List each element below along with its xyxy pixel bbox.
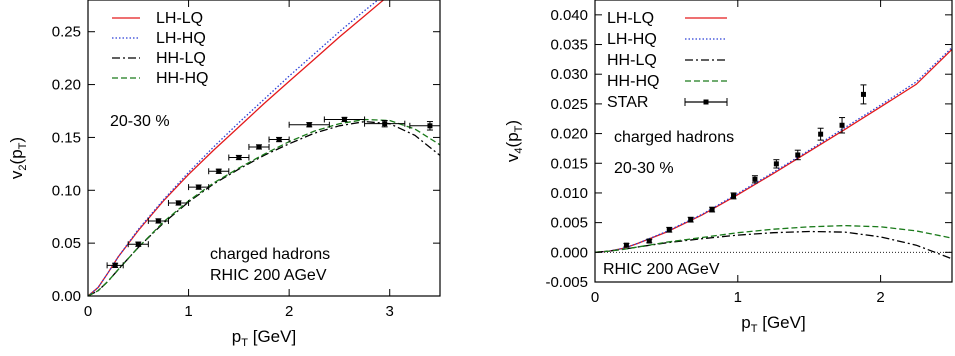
x-tick-label: 2 [285, 303, 293, 320]
annotation: charged hadrons [210, 246, 330, 263]
data-point [839, 122, 845, 128]
data-point [688, 217, 694, 223]
data-point [135, 241, 141, 247]
series-group [88, 0, 440, 296]
legend-label: LH-HQ [156, 30, 206, 47]
data-point [773, 161, 779, 167]
series-group [595, 47, 952, 260]
plot-frame [594, 0, 953, 283]
legend-label: HH-HQ [607, 73, 659, 90]
y-tick-label: 0.05 [52, 235, 81, 252]
data-point [256, 144, 262, 150]
chart-panel-2: 0 1 2 -0.005 0.000 0.005 0.010 0.015 0.020 0.025 0… [503, 0, 953, 335]
series-line-hh-lq [88, 120, 440, 296]
data-point [112, 262, 118, 268]
data-point [276, 137, 282, 143]
y-axis-label: v4(pT) [503, 120, 525, 162]
data-point [196, 184, 202, 190]
data-point [731, 193, 737, 199]
series-line-hh-hq [595, 224, 952, 253]
data-point [818, 131, 824, 137]
legend-label: LH-LQ [607, 10, 654, 27]
data-point [236, 155, 242, 161]
x-tick-label: 0 [591, 289, 599, 306]
legend-marker [703, 99, 709, 105]
data-points [106, 116, 440, 269]
legend-label: STAR [607, 94, 648, 111]
annotation: RHIC 200 AGeV [210, 267, 327, 284]
legend-label: HH-HQ [156, 70, 208, 87]
annotation: 20-30 % [614, 160, 674, 177]
data-point [382, 121, 388, 127]
y-axis-label: v2(pT) [7, 137, 29, 179]
legend-label: HH-LQ [156, 50, 206, 67]
data-point [216, 168, 222, 174]
legend: LH-LQ LH-HQ HH-LQ HH-HQ STAR [607, 10, 728, 111]
x-tick-label: 1 [184, 303, 192, 320]
data-point [306, 122, 312, 128]
y-tick-label: 0.040 [550, 7, 588, 24]
legend-label: LH-HQ [607, 31, 657, 48]
annotation: 20-30 % [110, 113, 170, 130]
data-points [623, 84, 867, 248]
y-tick-label: 0.030 [550, 66, 588, 83]
series-line-hh-hq [88, 118, 440, 296]
data-point [623, 242, 629, 248]
annotation: RHIC 200 AGeV [603, 261, 720, 278]
data-point [709, 207, 715, 213]
y-tick-label: 0.15 [52, 129, 81, 146]
data-point [427, 123, 433, 129]
y-tick-label: 0.035 [550, 37, 588, 54]
plot-frame [87, 0, 441, 297]
y-tick-label: 0.00 [52, 288, 81, 305]
chart-panel-1: 0 1 2 3 0.00 0.05 0.10 0.15 0.20 0.25 pT [GeV] v2(p… [7, 0, 441, 349]
y-tick-label: 0.20 [52, 77, 81, 94]
x-tick-label: 3 [386, 303, 394, 320]
legend-label: LH-LQ [156, 10, 203, 27]
annotation: charged hadrons [614, 129, 734, 146]
data-point [155, 218, 161, 224]
data-point [646, 238, 652, 244]
y-tick-label: 0.025 [550, 96, 588, 113]
x-tick-label: 2 [876, 289, 884, 306]
y-tick-label: 0.010 [550, 185, 588, 202]
x-axis-label: pT [GeV] [232, 327, 296, 349]
data-point [341, 116, 347, 122]
data-point [860, 91, 866, 97]
y-tick-label: 0.25 [52, 24, 81, 41]
legend: LH-LQ LH-HQ HH-LQ HH-HQ [112, 10, 208, 87]
y-tick-label: 0.020 [550, 126, 588, 143]
series-line-lh-lq [88, 0, 385, 296]
data-point [752, 176, 758, 182]
x-tick-label: 1 [734, 289, 742, 306]
legend-label: HH-LQ [607, 52, 657, 69]
y-tick-label: 0.015 [550, 155, 588, 172]
x-tick-label: 0 [84, 303, 92, 320]
y-tick-label: 0.005 [550, 215, 588, 232]
data-point [176, 200, 182, 206]
data-point [666, 227, 672, 233]
y-tick-label: -0.005 [545, 274, 588, 291]
y-tick-label: 0.000 [550, 244, 588, 261]
data-point [795, 152, 801, 158]
y-tick-label: 0.10 [52, 182, 81, 199]
series-line-lh-hq [595, 47, 952, 253]
x-axis-label: pT [GeV] [741, 313, 805, 335]
